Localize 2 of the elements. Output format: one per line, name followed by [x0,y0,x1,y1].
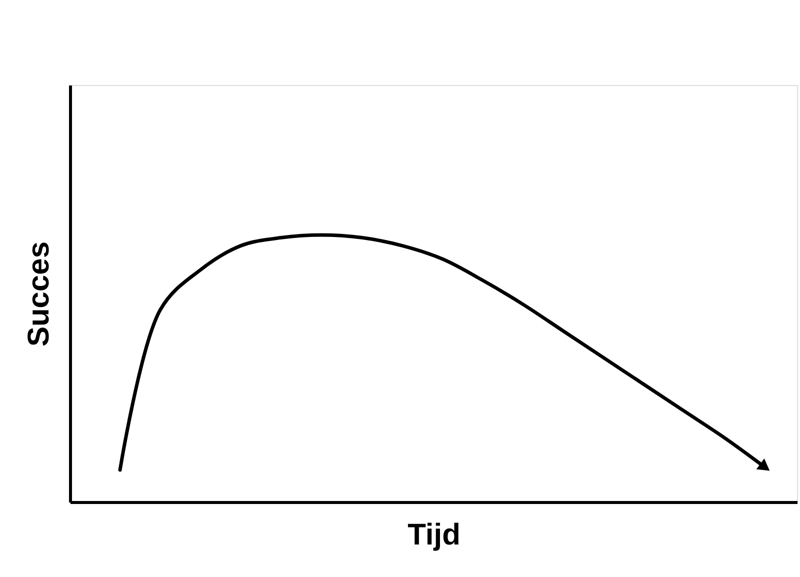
y-axis-title: Succes [22,241,56,347]
x-axis-title: Tijd [408,518,460,552]
